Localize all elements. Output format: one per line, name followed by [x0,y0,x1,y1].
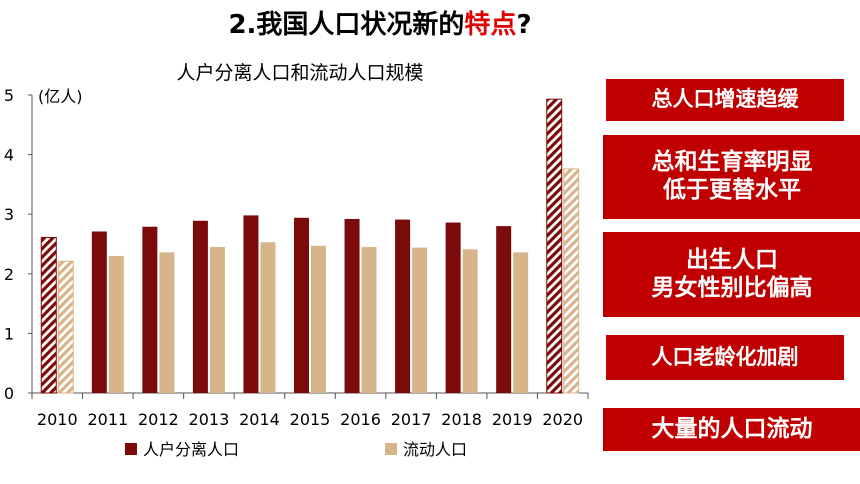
bar-floating-2020 [563,168,580,394]
tag-text-line: 低于更替水平 [663,177,801,203]
bar-floating-2010 [57,260,74,394]
bar-household-separated-2015 [294,217,309,393]
chart-title: 人户分离人口和流动人口规模 [176,62,423,84]
tag-aging: 人口老龄化加剧 [606,335,844,380]
tag-text-line: 大量的人口流动 [651,415,813,442]
y-tick-labels: 0 1 2 3 4 5 [4,86,14,403]
bar-floating-2019 [513,252,529,393]
chart-legend: 人户分离人口 流动人口 [125,440,467,459]
tag-text-line: 男女性别比偏高 [651,274,813,301]
x-tick-label: 2012 [138,410,179,429]
x-tick-labels: 2010 2011 2012 2013 2014 2015 2016 2017 2018 2019… [37,410,583,429]
x-tick-label: 2017 [391,410,432,429]
title-highlight: 特点 [464,10,517,40]
bar-floating-2017 [412,247,428,393]
x-tick-label: 2014 [239,410,280,429]
bar-household-separated-2018 [445,222,461,393]
y-tick-label: 5 [4,86,14,105]
bar-household-separated-2011 [91,231,107,393]
y-tick-label: 0 [4,384,14,403]
chart-axes [28,94,589,399]
population-chart: 人户分离人口和流动人口规模 (亿人) 2010 2011 2012 2013 2014 2… [4,62,589,459]
tag-text-line: 总人口增速趋缓 [651,87,799,112]
bar-household-separated-2020 [546,98,563,394]
slide-title: 2.我国人口状况新的特点? [0,4,760,41]
y-tick-label: 3 [4,205,14,224]
bar-household-separated-2016 [344,218,360,393]
bar-household-separated-2014 [243,215,259,393]
y-tick-label: 2 [4,265,14,284]
chart-bars [40,98,580,394]
bar-floating-2015 [311,245,326,393]
y-tick-label: 1 [4,324,14,343]
bar-household-separated-2017 [395,219,411,393]
bar-floating-2016 [361,246,377,393]
x-tick-label: 2016 [340,410,381,429]
y-tick-label: 4 [4,146,14,165]
bar-household-separated-2012 [142,226,158,393]
legend-item-household-separated: 人户分离人口 [143,440,239,459]
x-tick-label: 2010 [37,410,78,429]
bar-floating-2012 [159,252,175,393]
x-tick-label: 2018 [441,410,482,429]
x-tick-label: 2013 [189,410,230,429]
tag-fertility-rate: 总和生育率明显 低于更替水平 [603,135,860,219]
bar-household-separated-2010 [40,236,57,394]
y-axis-unit-label: (亿人) [38,87,83,106]
x-tick-label: 2019 [492,410,533,429]
x-tick-label: 2011 [87,410,128,429]
tag-text-line: 出生人口 [686,246,778,273]
bar-floating-2014 [260,242,276,393]
tag-population-growth: 总人口增速趋缓 [606,79,844,121]
legend-item-floating: 流动人口 [403,440,467,459]
title-suffix: ? [516,10,532,40]
bar-floating-2013 [209,246,225,393]
bar-household-separated-2013 [192,220,208,393]
x-tick-label: 2015 [290,410,331,429]
x-tick-label: 2020 [542,410,583,429]
bar-floating-2018 [462,249,478,393]
legend-swatch [125,443,137,455]
tag-text-line: 总和生育率明显 [651,149,813,176]
tag-migration: 大量的人口流动 [603,408,860,451]
tag-sex-ratio: 出生人口 男女性别比偏高 [603,232,860,317]
tag-text-line: 人口老龄化加剧 [651,344,799,369]
bar-household-separated-2019 [496,226,512,393]
bar-floating-2011 [108,255,124,393]
title-prefix: 2.我国人口状况新的 [228,10,465,40]
legend-swatch [385,443,397,455]
